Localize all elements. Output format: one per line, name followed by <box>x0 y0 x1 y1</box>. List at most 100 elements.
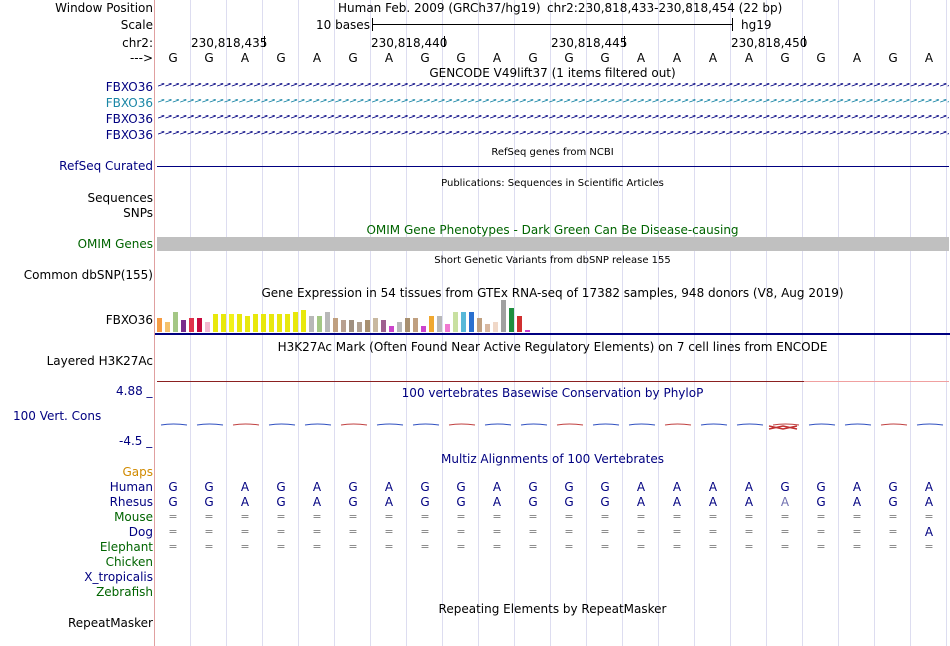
gencode-gene-label[interactable]: FBXO36 <box>105 96 153 110</box>
gtex-tissue-bar[interactable] <box>485 324 490 332</box>
refseq-label[interactable]: RefSeq Curated <box>59 159 153 173</box>
conservation-segment <box>628 423 656 426</box>
publications-title: Publications: Sequences in Scientific Ar… <box>441 178 664 189</box>
gtex-tissue-bar[interactable] <box>493 322 498 332</box>
gtex-tissue-bar[interactable] <box>245 316 250 332</box>
alignment-base: G <box>420 495 430 509</box>
gene-track-arrows[interactable]: >>>>>>>>>>>>>>>>>>>>>>>>>>>>>>>>>>>>>>>>… <box>157 115 949 124</box>
alignment-base: = <box>528 525 538 538</box>
base-letter: G <box>564 51 574 65</box>
repeatmasker-label[interactable]: RepeatMasker <box>67 616 153 630</box>
gene-track-arrows[interactable]: >>>>>>>>>>>>>>>>>>>>>>>>>>>>>>>>>>>>>>>>… <box>157 99 949 108</box>
gtex-tissue-bar[interactable] <box>277 314 282 332</box>
gtex-tissue-bar[interactable] <box>397 322 402 332</box>
base-letter: A <box>924 51 934 65</box>
alignment-base: = <box>204 510 214 523</box>
base-letter: G <box>348 51 358 65</box>
position-text[interactable]: chr2:230,818,433-230,818,454 (22 bp) <box>547 1 783 15</box>
grid-line <box>370 0 371 646</box>
omim-label[interactable]: OMIM Genes <box>77 237 153 251</box>
gtex-tissue-bar[interactable] <box>429 316 434 332</box>
alignment-base: G <box>420 480 430 494</box>
gtex-tissue-bar[interactable] <box>437 316 442 332</box>
gtex-tissue-bar[interactable] <box>341 320 346 332</box>
alignment-base: G <box>168 480 178 494</box>
publications-label[interactable]: Sequences <box>87 191 153 205</box>
conservation-wiggle[interactable] <box>155 418 950 434</box>
grid-line <box>694 0 695 646</box>
gtex-tissue-bar[interactable] <box>405 318 410 332</box>
species-label[interactable]: Dog <box>128 525 153 539</box>
gtex-tissue-bar[interactable] <box>229 314 234 332</box>
gtex-tissue-bar[interactable] <box>461 312 466 332</box>
gtex-tissue-bar[interactable] <box>509 308 514 332</box>
alignment-base: = <box>276 525 286 538</box>
gtex-tissue-bar[interactable] <box>213 314 218 332</box>
base-letter: G <box>168 51 178 65</box>
gtex-tissue-bar[interactable] <box>445 324 450 332</box>
gtex-tissue-bar[interactable] <box>517 316 522 332</box>
gtex-tissue-bar[interactable] <box>293 312 298 332</box>
gtex-tissue-bar[interactable] <box>365 320 370 332</box>
species-label[interactable]: X_tropicalis <box>84 570 153 584</box>
gtex-tissue-bar[interactable] <box>373 318 378 332</box>
species-label[interactable]: Rhesus <box>109 495 153 509</box>
gtex-tissue-bar[interactable] <box>181 320 186 332</box>
gtex-tissue-bar[interactable] <box>237 314 242 332</box>
gtex-tissue-bar[interactable] <box>157 318 162 332</box>
gtex-tissue-bar[interactable] <box>421 326 426 332</box>
omim-bar[interactable] <box>157 237 949 251</box>
gtex-tissue-bar[interactable] <box>389 326 394 332</box>
gtex-tissue-bar[interactable] <box>501 300 506 332</box>
gtex-tissue-bar[interactable] <box>261 314 266 332</box>
gtex-tissue-bar[interactable] <box>333 318 338 332</box>
gtex-tissue-bar[interactable] <box>221 314 226 332</box>
species-label[interactable]: Mouse <box>114 510 153 524</box>
h3k27ac-signal-light[interactable] <box>804 381 949 382</box>
gtex-tissue-bar[interactable] <box>173 312 178 332</box>
gtex-tissue-bar[interactable] <box>357 322 362 332</box>
conservation-label[interactable]: 100 Vert. Cons <box>13 409 102 423</box>
gtex-tissue-bar[interactable] <box>269 314 274 332</box>
refseq-line[interactable] <box>157 166 949 167</box>
gaps-label[interactable]: Gaps <box>122 465 153 479</box>
species-label[interactable]: Zebrafish <box>96 585 153 599</box>
h3k27ac-label[interactable]: Layered H3K27Ac <box>46 354 153 368</box>
gtex-tissue-bar[interactable] <box>525 330 530 332</box>
species-label[interactable]: Human <box>109 480 153 494</box>
gtex-tissue-bar[interactable] <box>317 316 322 332</box>
gtex-tissue-bar[interactable] <box>309 316 314 332</box>
gtex-tissue-bar[interactable] <box>469 312 474 332</box>
gtex-tissue-bar[interactable] <box>189 318 194 332</box>
gencode-gene-label[interactable]: FBXO36 <box>105 112 153 126</box>
gtex-tissue-bar[interactable] <box>413 318 418 332</box>
gtex-tissue-bar[interactable] <box>285 314 290 332</box>
species-label[interactable]: Elephant <box>99 540 153 554</box>
dbsnp-label[interactable]: Common dbSNP(155) <box>23 268 153 282</box>
gtex-tissue-bar[interactable] <box>453 312 458 332</box>
gene-track-arrows[interactable]: >>>>>>>>>>>>>>>>>>>>>>>>>>>>>>>>>>>>>>>>… <box>157 131 949 140</box>
gtex-tissue-bar[interactable] <box>381 320 386 332</box>
alignment-base: = <box>312 525 322 538</box>
gtex-tissue-bar[interactable] <box>253 314 258 332</box>
gencode-gene-label[interactable]: FBXO36 <box>105 80 153 94</box>
alignment-base: = <box>924 510 934 523</box>
gtex-label[interactable]: FBXO36 <box>105 313 153 327</box>
base-letter: G <box>420 51 430 65</box>
alignment-base: G <box>816 495 826 509</box>
gene-track-arrows[interactable]: >>>>>>>>>>>>>>>>>>>>>>>>>>>>>>>>>>>>>>>>… <box>157 83 949 92</box>
gtex-tissue-bar[interactable] <box>165 322 170 332</box>
snps-label[interactable]: SNPs <box>123 206 153 220</box>
gencode-gene-label[interactable]: FBXO36 <box>105 128 153 142</box>
gtex-tissue-bar[interactable] <box>477 318 482 332</box>
gtex-tissue-bar[interactable] <box>205 322 210 332</box>
gtex-tissue-bar[interactable] <box>325 312 330 332</box>
gtex-bar-chart[interactable] <box>157 298 537 332</box>
gtex-tissue-bar[interactable] <box>301 310 306 332</box>
gtex-tissue-bar[interactable] <box>349 320 354 332</box>
species-label[interactable]: Chicken <box>105 555 153 569</box>
gtex-tissue-bar[interactable] <box>197 318 202 332</box>
alignment-base: = <box>168 525 178 538</box>
h3k27ac-signal[interactable] <box>157 381 804 382</box>
arrow-glyphs: >>>>>>>>>>>>>>>>>>>>>>>>>>>>>>>>>>>>>>>>… <box>157 115 949 122</box>
